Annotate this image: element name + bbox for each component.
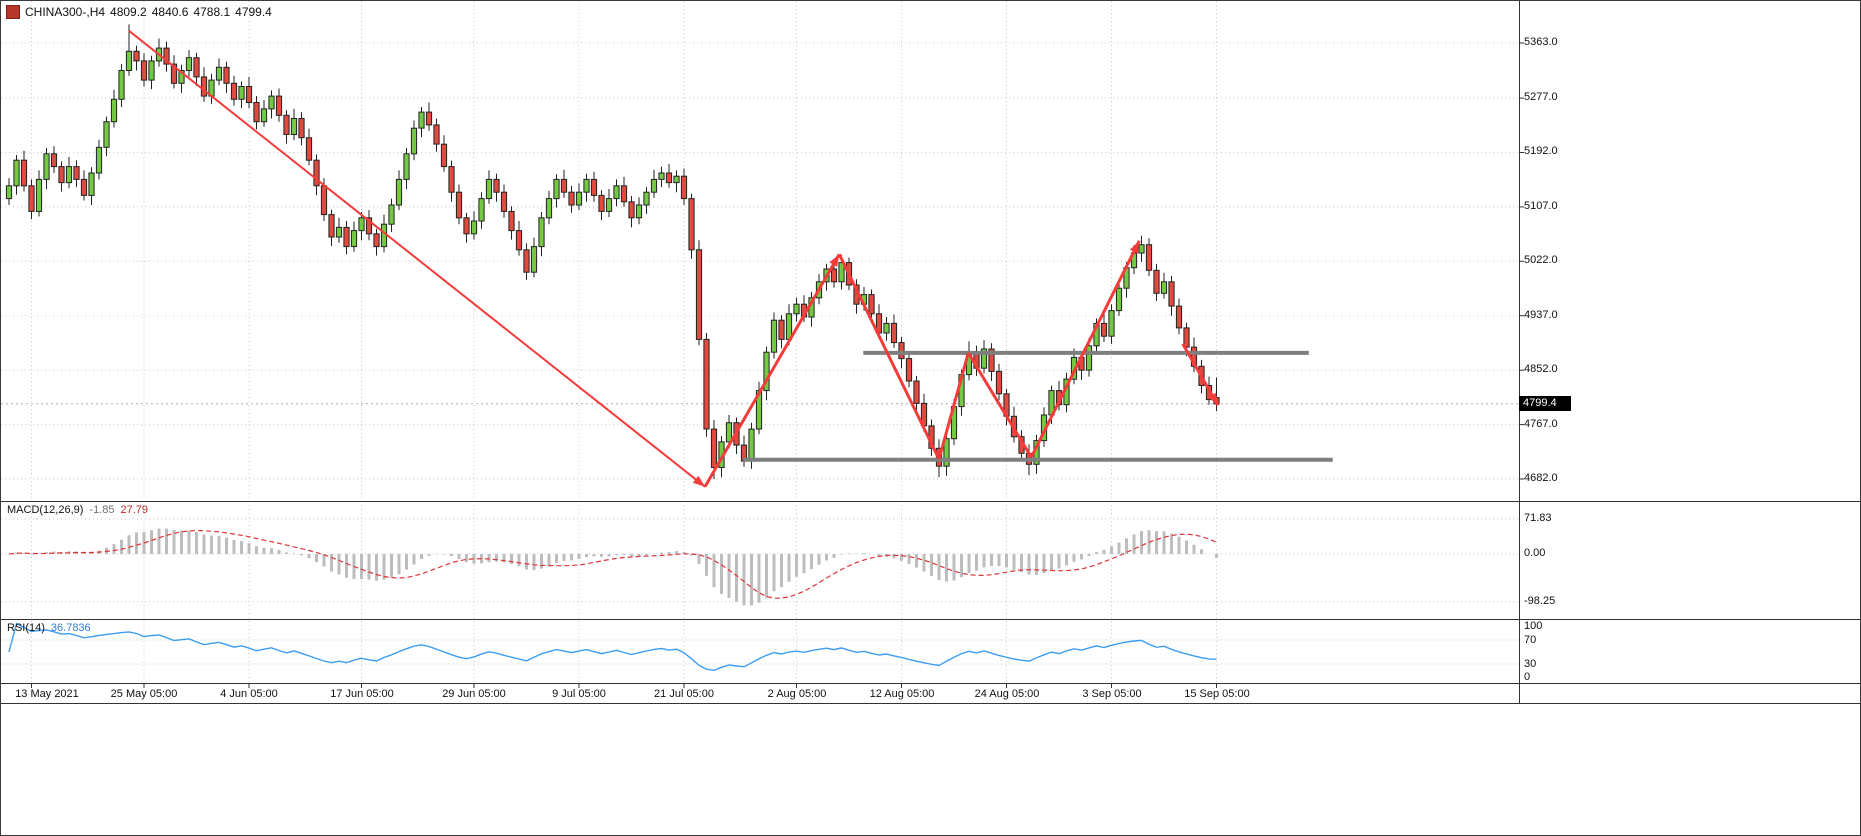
- price-axis-label: 4682.0: [1524, 472, 1558, 484]
- current-price-value: 4799.4: [1523, 397, 1557, 409]
- price-axis-label: 5363.0: [1524, 36, 1558, 48]
- symbol-period-label: CHINA300-,H4: [25, 5, 106, 19]
- price-axis-label: 4767.0: [1524, 418, 1558, 430]
- price-axis-label: 5277.0: [1524, 91, 1558, 103]
- time-axis-label: 4 Jun 05:00: [220, 688, 278, 700]
- rsi-axis-label: 0: [1524, 671, 1531, 683]
- ohlc-low: 4788.1: [193, 5, 231, 19]
- time-axis-label: 13 May 2021: [15, 688, 79, 700]
- rsi-axis-label: 30: [1524, 658, 1537, 670]
- rsi-indicator-label: RSI(14) 36.7836: [7, 622, 91, 634]
- time-axis-label: 29 Jun 05:00: [442, 688, 506, 700]
- ohlc-high: 4840.6: [151, 5, 189, 19]
- current-price-tag: 4799.4: [1519, 396, 1571, 411]
- price-axis-label: 5107.0: [1524, 200, 1558, 212]
- time-axis-label: 24 Aug 05:00: [974, 688, 1040, 700]
- macd-indicator-label: MACD(12,26,9) -1.85 27.79: [7, 504, 148, 516]
- rsi-name: RSI(14): [7, 622, 45, 634]
- price-axis-label: 4937.0: [1524, 309, 1558, 321]
- ohlc-close: 4799.4: [235, 5, 272, 19]
- time-axis-label: 21 Jul 05:00: [654, 688, 714, 700]
- time-axis-label: 12 Aug 05:00: [869, 688, 935, 700]
- macd-main-value: -1.85: [89, 504, 115, 516]
- time-axis-label: 25 May 05:00: [110, 688, 178, 700]
- price-axis-label: 4852.0: [1524, 363, 1558, 375]
- time-axis-label: 15 Sep 05:00: [1184, 688, 1250, 700]
- macd-axis-label: -98.25: [1524, 595, 1556, 607]
- time-axis-label: 2 Aug 05:00: [767, 688, 827, 700]
- macd-axis-label: 71.83: [1524, 512, 1552, 524]
- price-axis-label: 5022.0: [1524, 254, 1558, 266]
- rsi-axis-label: 70: [1524, 634, 1537, 646]
- rsi-value: 36.7836: [50, 622, 91, 634]
- price-axis-label: 5192.0: [1524, 145, 1558, 157]
- chart-symbol-icon: [6, 5, 20, 19]
- ohlc-open: 4809.2: [110, 5, 147, 19]
- macd-signal-value: 27.79: [120, 504, 149, 516]
- rsi-axis-label: 100: [1524, 620, 1543, 632]
- chart-title: CHINA300-,H4 4809.2 4840.6 4788.1 4799.4: [6, 5, 277, 19]
- chart-canvas[interactable]: [1, 1, 1861, 704]
- time-axis-label: 17 Jun 05:00: [330, 688, 394, 700]
- macd-axis-label: 0.00: [1524, 547, 1546, 559]
- macd-name: MACD(12,26,9): [7, 504, 84, 516]
- time-axis-label: 3 Sep 05:00: [1082, 688, 1142, 700]
- time-axis-label: 9 Jul 05:00: [552, 688, 606, 700]
